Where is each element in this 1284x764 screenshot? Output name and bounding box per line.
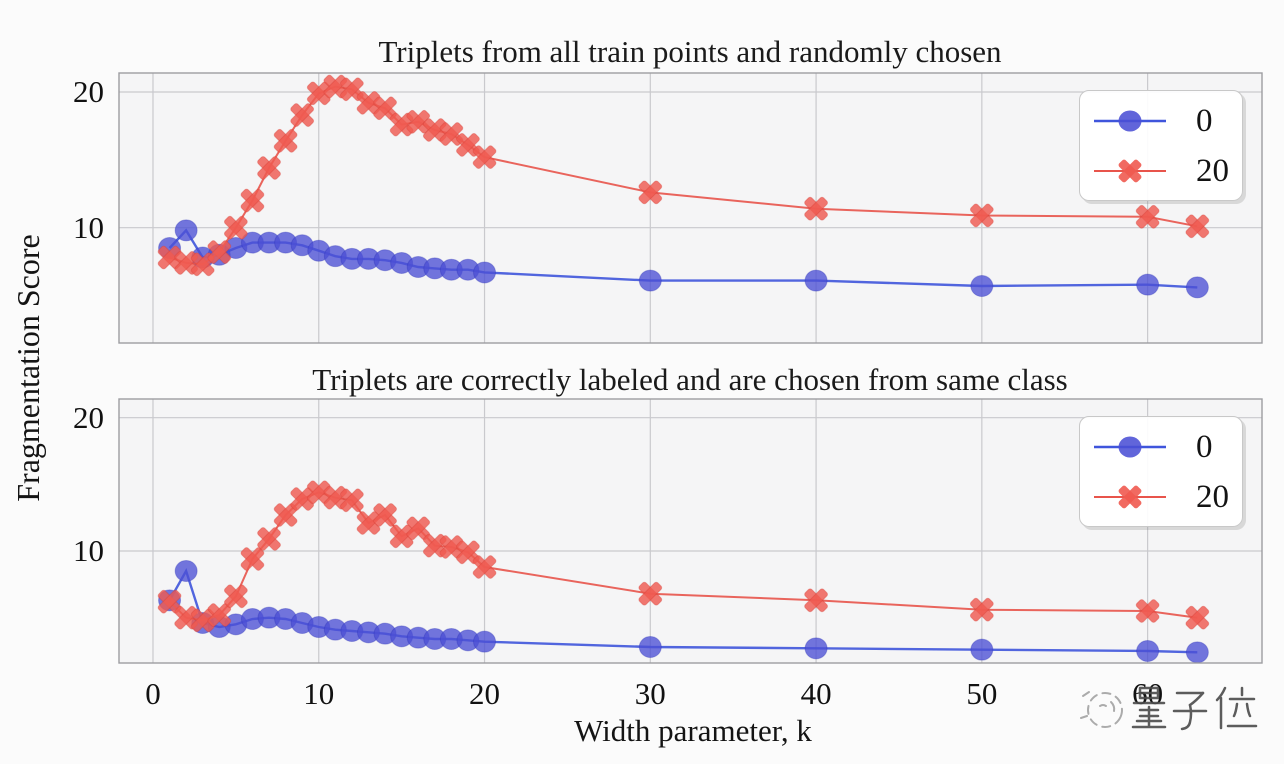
x-tick-label: 0 xyxy=(145,676,161,711)
bottom-chart-title: Triplets are correctly labeled and are c… xyxy=(312,362,1068,397)
legend-circle-marker-icon xyxy=(1094,110,1166,132)
x-tick-label: 50 xyxy=(966,676,998,711)
x-tick-label: 20 xyxy=(469,676,501,711)
legend-entry-series-20: 20 xyxy=(1088,472,1242,522)
y-tick-label: 10 xyxy=(73,533,104,568)
y-tick-label: 20 xyxy=(73,399,104,435)
x-tick-label: 10 xyxy=(303,676,335,711)
x-tick-label: 40 xyxy=(800,676,832,711)
y-tick-label: 20 xyxy=(73,73,104,109)
legend-entry-series-0: 0 xyxy=(1088,422,1242,472)
legend-entry-series-0: 0 xyxy=(1088,96,1242,146)
sketch-circle-logo-icon xyxy=(1080,691,1123,728)
legend-circle-marker-icon xyxy=(1094,436,1166,458)
legend-x-marker-icon xyxy=(1094,159,1166,183)
legend-label: 20 xyxy=(1196,153,1229,189)
top-chart-title: Triplets from all train points and rando… xyxy=(378,34,1002,69)
bottom-chart-legend: 0 20 xyxy=(1079,416,1243,527)
x-axis-label: Width parameter, k xyxy=(574,713,812,748)
top-chart-legend: 0 20 xyxy=(1079,90,1243,201)
legend-label: 20 xyxy=(1196,479,1229,515)
x-tick-label: 30 xyxy=(634,676,666,711)
legend-label: 0 xyxy=(1196,103,1213,139)
legend-entry-series-20: 20 xyxy=(1088,146,1242,196)
watermark-characters xyxy=(1131,686,1258,731)
legend-x-marker-icon xyxy=(1094,485,1166,509)
qbitai-watermark xyxy=(1080,686,1258,731)
y-tick-label: 10 xyxy=(73,209,104,245)
legend-label: 0 xyxy=(1196,429,1213,465)
